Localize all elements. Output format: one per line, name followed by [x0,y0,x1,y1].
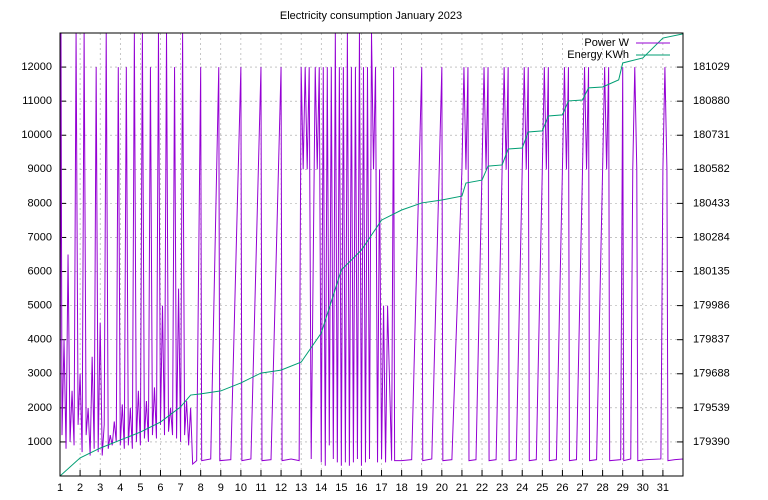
x-tick-label: 2 [77,482,83,494]
x-tick-label: 12 [275,482,287,494]
y-tick-label: 9000 [28,163,52,175]
x-tick-label: 22 [476,482,488,494]
y-tick-label: 5000 [28,300,52,312]
x-tick-label: 13 [295,482,307,494]
x-tick-label: 31 [657,482,669,494]
x-tick-label: 28 [596,482,608,494]
legend-label: Energy KWh [567,49,629,61]
x-tick-label: 4 [117,482,123,494]
x-tick-label: 26 [556,482,568,494]
y-tick-label: 3000 [28,368,52,380]
series-line [60,33,683,476]
y2-tick-label: 180284 [693,231,730,243]
chart-title: Electricity consumption January 2023 [280,10,462,22]
x-tick-label: 15 [335,482,347,494]
x-tick-label: 18 [396,482,408,494]
y2-tick-label: 179539 [693,402,730,414]
x-tick-label: 21 [456,482,468,494]
y-tick-label: 10000 [21,129,52,141]
x-tick-label: 23 [496,482,508,494]
x-tick-label: 6 [157,482,163,494]
y2-tick-label: 179390 [693,436,730,448]
x-tick-label: 17 [375,482,387,494]
x-tick-label: 14 [315,482,327,494]
x-tick-label: 8 [198,482,204,494]
y2-tick-label: 181029 [693,61,730,73]
y2-tick-label: 180135 [693,265,730,277]
y2-tick-label: 179837 [693,334,730,346]
x-tick-label: 5 [137,482,143,494]
y-tick-label: 12000 [21,61,52,73]
y-tick-label: 11000 [22,95,52,107]
y-tick-label: 1000 [28,436,52,448]
x-tick-label: 9 [218,482,224,494]
x-tick-label: 1 [57,482,63,494]
x-tick-label: 19 [416,482,428,494]
x-tick-label: 3 [97,482,103,494]
y-tick-label: 7000 [28,231,52,243]
x-tick-label: 16 [355,482,367,494]
series-line [60,33,683,466]
x-tick-label: 7 [178,482,184,494]
y-tick-label: 8000 [28,197,52,209]
x-tick-label: 29 [617,482,629,494]
x-tick-label: 24 [516,482,528,494]
y-tick-label: 2000 [28,402,52,414]
x-tick-label: 30 [637,482,649,494]
y2-tick-label: 180731 [693,129,730,141]
x-tick-label: 27 [576,482,588,494]
plot-border [59,32,684,477]
legend-label: Power W [584,37,629,49]
x-tick-label: 20 [436,482,448,494]
y2-tick-label: 179986 [693,300,730,312]
y-tick-label: 6000 [28,265,52,277]
y-tick-label: 4000 [28,334,52,346]
x-tick-label: 25 [536,482,548,494]
y2-tick-label: 180880 [693,95,730,107]
y2-tick-label: 180433 [693,197,730,209]
x-tick-label: 10 [235,482,247,494]
x-tick-label: 11 [255,482,266,494]
y2-tick-label: 179688 [693,368,730,380]
y2-tick-label: 180582 [693,163,730,175]
